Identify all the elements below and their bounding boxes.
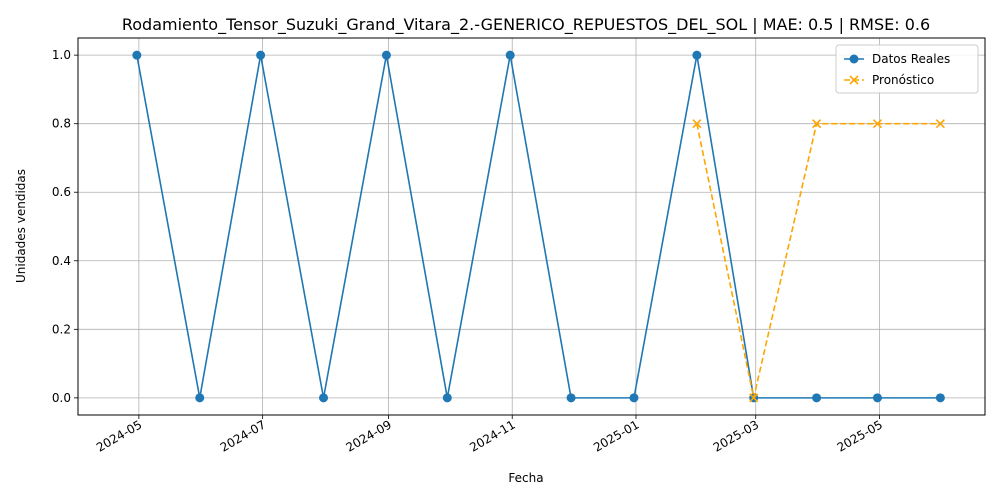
data-point (849, 54, 859, 64)
x-tick-label: 2024-05 (94, 417, 144, 454)
legend-item: Pronóstico (844, 73, 934, 87)
data-point (749, 393, 759, 403)
y-axis-label: Unidades vendidas (14, 169, 28, 283)
legend-label: Pronóstico (872, 73, 934, 87)
data-point (692, 119, 702, 129)
y-tick-label: 1.0 (52, 48, 71, 62)
series-actual (132, 50, 945, 403)
series-line (136, 54, 941, 399)
data-point (692, 50, 702, 60)
x-tick-label: 2025-05 (835, 417, 885, 454)
y-tick-label: 0.2 (52, 322, 71, 336)
data-point (381, 50, 391, 60)
data-point (872, 393, 882, 403)
data-point (812, 393, 822, 403)
plot-frame (77, 37, 986, 416)
y-tick-label: 0.0 (52, 391, 71, 405)
x-tick-label: 2024-11 (467, 417, 517, 454)
data-point (629, 393, 639, 403)
legend-box (835, 44, 979, 94)
x-tick-label: 2024-09 (344, 417, 394, 454)
data-point (935, 119, 945, 129)
data-point (566, 393, 576, 403)
chart-title: Rodamiento_Tensor_Suzuki_Grand_Vitara_2.… (122, 15, 930, 35)
data-point (195, 393, 205, 403)
data-point (849, 75, 859, 85)
data-point (872, 119, 883, 129)
x-tick-label: 2024-07 (218, 417, 268, 454)
data-point (319, 393, 329, 403)
x-axis: 2024-05 2024-07 2024-09 2024-11 2025-01 2025-… (94, 415, 885, 455)
series-forecast (692, 119, 945, 403)
data-point (812, 119, 822, 129)
x-tick-label: 2025-03 (711, 417, 761, 454)
data-point (132, 50, 142, 60)
legend-item: Datos Reales (844, 52, 950, 66)
x-tick-label: 2025-01 (591, 417, 641, 454)
data-point (935, 393, 945, 403)
y-tick-label: 0.8 (52, 117, 71, 131)
data-point (256, 50, 266, 60)
y-tick-label: 0.6 (52, 185, 71, 199)
plot-series (132, 50, 945, 403)
y-axis: 0.0 0.2 0.4 0.6 0.8 1.0 (52, 48, 78, 405)
data-point (442, 393, 452, 403)
data-point (505, 50, 515, 60)
y-tick-label: 0.4 (52, 254, 71, 268)
grid (78, 38, 985, 415)
x-axis-label: Fecha (508, 471, 543, 485)
legend: Datos Reales Pronóstico (835, 44, 979, 94)
legend-label: Datos Reales (872, 52, 950, 66)
